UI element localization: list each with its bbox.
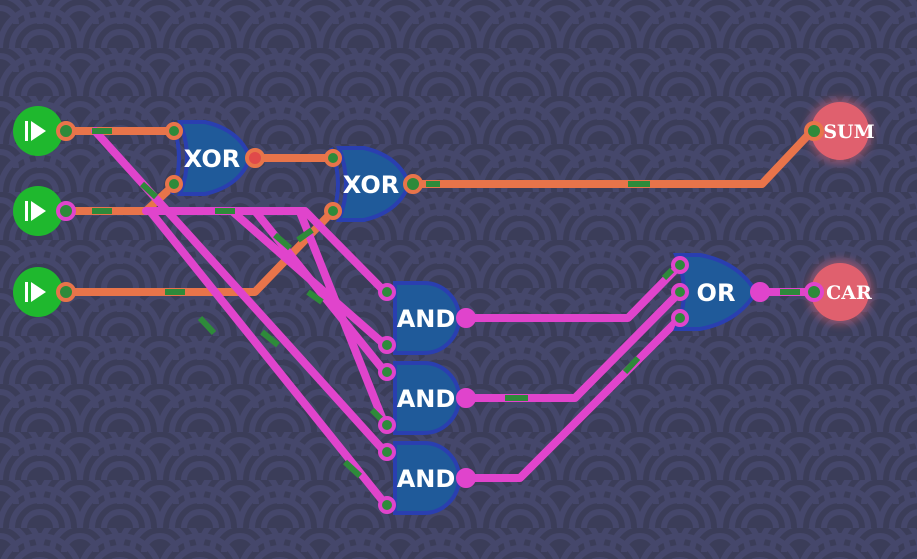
port[interactable]: [671, 283, 689, 301]
port[interactable]: [671, 256, 689, 274]
and-gate[interactable]: AND: [393, 361, 461, 435]
port[interactable]: [324, 149, 342, 167]
and-gate[interactable]: AND: [393, 441, 461, 515]
wire-b-to-and1: [142, 207, 389, 296]
signal-dash: [273, 232, 292, 251]
port[interactable]: [403, 174, 423, 194]
and-gate[interactable]: AND: [393, 281, 461, 355]
xor-gate[interactable]: XOR: [329, 146, 412, 222]
wire-xor2-to-sum: [409, 127, 816, 188]
port[interactable]: [456, 308, 476, 328]
signal-dash: [197, 315, 217, 336]
output-sum-label: SUM: [823, 121, 874, 143]
port[interactable]: [378, 496, 396, 514]
signal-dash: [622, 355, 641, 375]
signal-dash: [260, 329, 280, 348]
wire-and2-to-or: [462, 288, 684, 402]
xor-gate-label: XOR: [343, 171, 400, 199]
port[interactable]: [750, 282, 770, 302]
signal-dash: [369, 407, 385, 423]
or-gate-label: OR: [697, 279, 736, 307]
port[interactable]: [378, 443, 396, 461]
port[interactable]: [165, 122, 183, 140]
port[interactable]: [324, 202, 342, 220]
play-icon: [25, 201, 46, 221]
port[interactable]: [56, 121, 76, 141]
port[interactable]: [378, 416, 396, 434]
and-gate-label: AND: [397, 465, 456, 493]
play-icon: [25, 121, 46, 141]
input-c[interactable]: [13, 267, 63, 317]
input-b[interactable]: [13, 186, 63, 236]
output-car: CAR: [807, 259, 873, 325]
and-gate-label: AND: [397, 305, 456, 333]
xor-gate-label: XOR: [184, 145, 241, 173]
port[interactable]: [378, 283, 396, 301]
port[interactable]: [56, 282, 76, 302]
wire-c-to-and2: [296, 208, 389, 429]
port[interactable]: [456, 388, 476, 408]
input-a[interactable]: [13, 106, 63, 156]
play-icon: [25, 282, 46, 302]
port[interactable]: [804, 121, 824, 141]
port[interactable]: [378, 336, 396, 354]
port[interactable]: [456, 468, 476, 488]
output-sum: SUM: [807, 98, 875, 164]
port[interactable]: [56, 201, 76, 221]
output-car-label: CAR: [826, 282, 872, 304]
wire-b-to-and3: [146, 207, 390, 509]
port[interactable]: [165, 175, 183, 193]
signal-dash: [306, 289, 324, 305]
port[interactable]: [671, 309, 689, 327]
port[interactable]: [245, 148, 265, 168]
wire-and1-to-or: [462, 261, 684, 322]
signal-dash: [342, 459, 363, 479]
signal-dash: [661, 267, 675, 281]
and-gate-label: AND: [397, 385, 456, 413]
signal-dash: [139, 181, 159, 200]
port[interactable]: [804, 282, 824, 302]
or-gate[interactable]: OR: [672, 253, 759, 331]
signal-dash: [296, 227, 314, 243]
port[interactable]: [378, 363, 396, 381]
